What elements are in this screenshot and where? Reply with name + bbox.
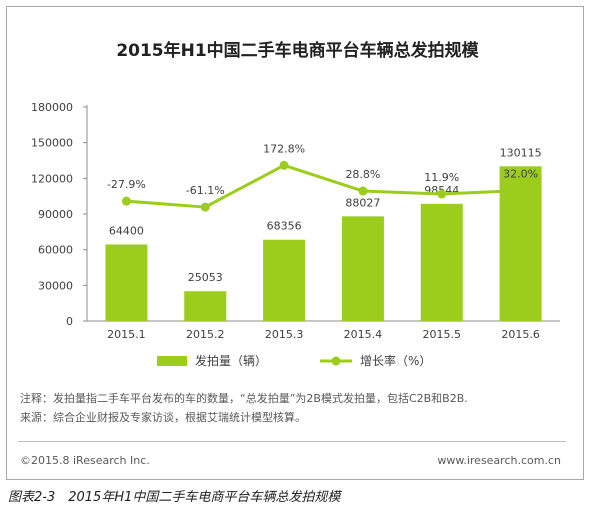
- website-link[interactable]: www.iresearch.com.cn: [437, 454, 561, 467]
- note-line: 注释：发拍量指二手车平台发布的车的数量，“总发拍量”为2B模式发拍量，包括C2B…: [20, 392, 468, 405]
- bar: [105, 244, 148, 321]
- legend-line-marker: [331, 356, 341, 366]
- growth-label: -27.9%: [107, 178, 146, 191]
- combo-chart: 180000 150000 120000 90000 60000 30000 0 64400 2…: [31, 101, 560, 368]
- growth-point: [516, 185, 526, 195]
- y-tick-label: 150000: [31, 137, 73, 150]
- x-tick-label: 2015.3: [265, 328, 304, 341]
- bar: [184, 291, 227, 321]
- source-line: 来源：综合企业财报及专家访谈，根据艾瑞统计模型核算。: [20, 411, 306, 424]
- x-tick-label: 2015.6: [501, 328, 540, 341]
- figure-caption: 图表2-3 2015年H1中国二手车电商平台车辆总发拍规模: [8, 490, 341, 505]
- growth-point: [200, 202, 210, 212]
- bar-value-label: 25053: [188, 271, 223, 284]
- x-tick-label: 2015.4: [344, 328, 383, 341]
- x-tick-label: 2015.1: [107, 328, 146, 341]
- notes: 注释：发拍量指二手车平台发布的车的数量，“总发拍量”为2B模式发拍量，包括C2B…: [20, 389, 468, 427]
- growth-point: [358, 186, 368, 196]
- footer-divider: [18, 441, 566, 442]
- y-tick-label: 30000: [38, 279, 73, 292]
- y-tick-label: 60000: [38, 244, 73, 257]
- y-tick-label: 90000: [38, 208, 73, 221]
- y-tick-label: 180000: [31, 101, 73, 114]
- legend-bar-label: 发拍量（辆）: [195, 353, 267, 368]
- x-tick-label: 2015.2: [186, 328, 225, 341]
- bar: [263, 239, 306, 321]
- growth-point: [121, 196, 131, 206]
- x-tick-label: 2015.5: [423, 328, 462, 341]
- growth-label: 32.0%: [503, 167, 538, 180]
- growth-label: 28.8%: [345, 168, 380, 181]
- bar-value-label: 130115: [500, 146, 542, 159]
- chart-title: 2015年H1中国二手车电商平台车辆总发拍规模: [116, 41, 479, 61]
- y-tick-label: 0: [66, 315, 73, 328]
- growth-line: [126, 163, 521, 209]
- y-tick-label: 120000: [31, 172, 73, 185]
- legend-line-label: 增长率（%）: [360, 353, 431, 368]
- growth-point: [437, 189, 447, 199]
- growth-point: [279, 160, 289, 170]
- bar: [420, 203, 463, 321]
- copyright: ©2015.8 iResearch Inc.: [20, 454, 150, 467]
- growth-label: -61.1%: [186, 184, 225, 197]
- bar: [341, 216, 384, 321]
- bar-value-label: 68356: [267, 220, 302, 233]
- bar-value-label: 64400: [109, 224, 144, 237]
- bar-value-label: 88027: [345, 196, 380, 209]
- legend-bar-swatch: [157, 356, 187, 366]
- growth-label: 172.8%: [263, 142, 305, 155]
- growth-label: 11.9%: [424, 171, 459, 184]
